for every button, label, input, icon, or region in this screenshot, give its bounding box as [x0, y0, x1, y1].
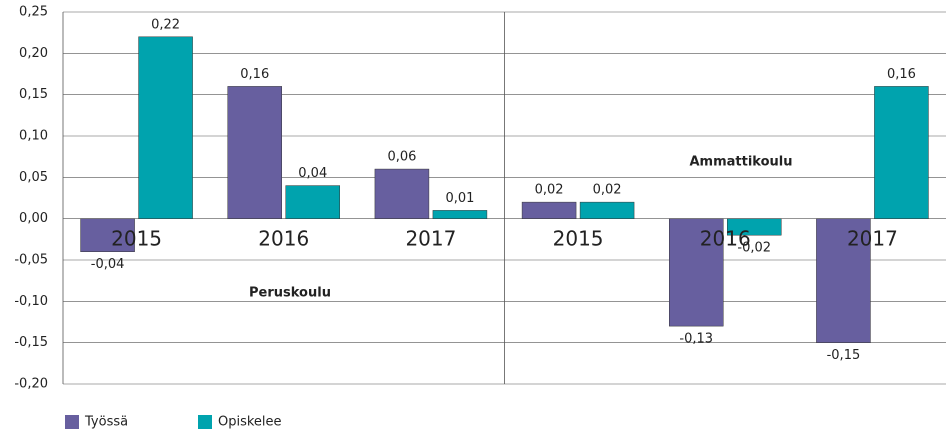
- value-label: 0,22: [151, 17, 180, 32]
- y-tick-label: -0,05: [14, 253, 48, 268]
- value-label: -0,02: [737, 241, 771, 256]
- legend-swatch: [65, 415, 79, 429]
- legend-swatch: [198, 415, 212, 429]
- bar: [727, 218, 782, 236]
- value-label: -0,15: [827, 348, 861, 363]
- x-tick-label: 2016: [700, 227, 751, 251]
- y-tick-label: -0,15: [14, 335, 48, 350]
- bar: [374, 168, 430, 219]
- value-label: 0,16: [887, 67, 916, 82]
- bar: [521, 201, 577, 219]
- bar: [138, 36, 193, 219]
- bar: [816, 218, 871, 343]
- legend-label: Työssä: [84, 415, 128, 430]
- x-tick-label: 2015: [111, 227, 162, 251]
- y-tick-label: 0,20: [19, 46, 48, 61]
- y-tick-label: -0,20: [14, 377, 48, 392]
- value-label: 0,02: [593, 183, 622, 198]
- x-tick-label: 2016: [258, 227, 309, 251]
- bar: [874, 86, 929, 219]
- y-tick-label: 0,05: [19, 170, 48, 185]
- bar: [669, 218, 724, 327]
- bar: [227, 86, 282, 219]
- value-label: 0,06: [387, 150, 416, 165]
- y-tick-label: -0,10: [14, 294, 48, 309]
- value-label: 0,16: [240, 67, 269, 82]
- y-tick-label: 0,10: [19, 129, 48, 144]
- group-label: Peruskoulu: [249, 286, 331, 301]
- y-tick-label: 0,00: [19, 211, 48, 226]
- value-label: -0,13: [679, 332, 713, 347]
- legend-label: Opiskelee: [218, 415, 282, 430]
- value-label: 0,02: [535, 183, 564, 198]
- x-tick-label: 2015: [553, 227, 604, 251]
- bar: [285, 185, 340, 219]
- bar: [432, 210, 488, 219]
- value-label: 0,01: [445, 191, 474, 206]
- bar: [579, 201, 635, 219]
- group-label: Ammattikoulu: [689, 155, 792, 170]
- y-tick-label: 0,15: [19, 87, 48, 102]
- x-tick-label: 2017: [405, 227, 456, 251]
- x-tick-label: 2017: [847, 227, 898, 251]
- value-label: 0,04: [298, 166, 327, 181]
- bar: [80, 218, 135, 252]
- value-label: -0,04: [91, 257, 125, 272]
- y-tick-label: 0,25: [19, 5, 48, 20]
